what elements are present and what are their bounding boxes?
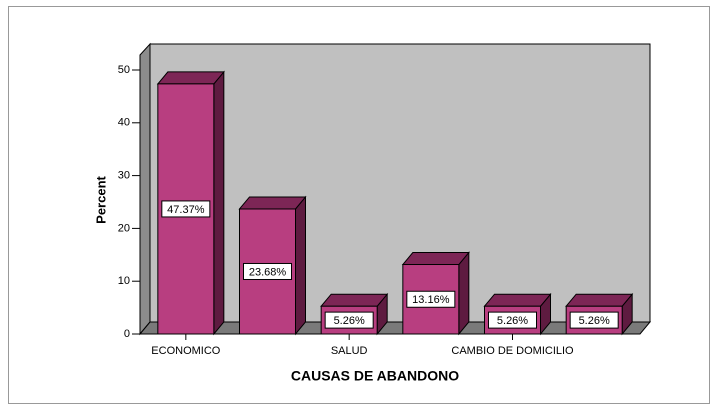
value-label: 13.16%: [412, 294, 450, 306]
value-label-box: [243, 262, 292, 280]
value-label: 5.26%: [579, 315, 610, 327]
value-label-box: [406, 290, 456, 308]
value-label-box: [488, 311, 537, 329]
bar-top: [483, 293, 552, 307]
left-wall: [139, 42, 151, 336]
value-label: 47.37%: [167, 204, 205, 216]
bar-top: [238, 196, 307, 210]
value-label: 5.26%: [334, 315, 365, 327]
bar-side: [213, 70, 225, 336]
bar-top: [401, 252, 470, 266]
x-tick-label: ECONOMICO: [151, 345, 221, 357]
bar-side: [458, 251, 470, 336]
y-tick-label: 40: [118, 117, 130, 129]
y-tick-label: 50: [118, 64, 130, 76]
x-axis-label: CAUSAS DE ABANDONO: [291, 368, 459, 384]
x-tick-label: CAMBIO DE DOMICILIO: [451, 345, 574, 357]
value-label-box: [569, 311, 619, 329]
y-tick-label: 30: [118, 170, 130, 182]
value-label: 23.68%: [249, 266, 287, 278]
bar-top: [156, 71, 225, 85]
y-tick-label: 20: [118, 222, 130, 234]
x-tick-label: SALUD: [331, 345, 368, 357]
value-label-box: [161, 200, 211, 218]
y-tick-label: 10: [118, 275, 130, 287]
bar-top: [320, 293, 389, 307]
value-label-box: [324, 311, 374, 329]
bar-top: [565, 293, 634, 307]
back-wall: [149, 43, 651, 323]
bar-side: [295, 195, 306, 336]
y-tick-label: 0: [124, 328, 130, 340]
value-label: 5.26%: [497, 315, 528, 327]
y-axis-label: Percent: [93, 175, 108, 223]
